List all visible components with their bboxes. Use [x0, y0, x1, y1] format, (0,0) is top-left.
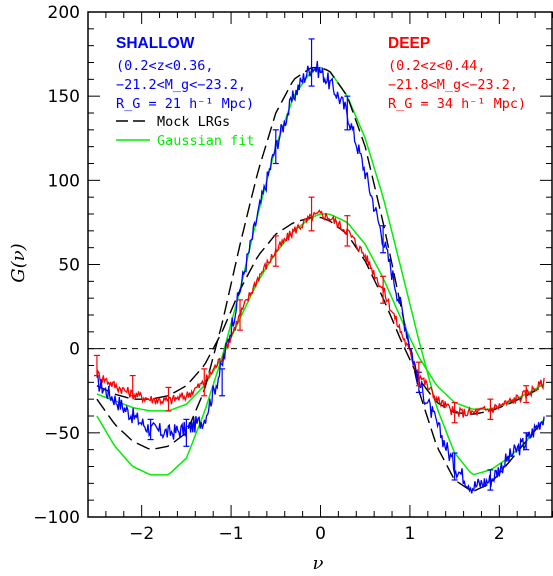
- series-line: [96, 213, 545, 412]
- deep-annotation-line: −21.8<M_g<−23.2,: [388, 77, 518, 93]
- y-axis-title: G(ν): [8, 243, 29, 282]
- series-line: [96, 216, 545, 415]
- x-axis-title: ν: [313, 553, 324, 574]
- shallow-annotation-line: (0.2<z<0.36,: [116, 58, 214, 74]
- series-group: [96, 61, 545, 494]
- deep-annotation-line: R_G = 34 h⁻¹ Mpc): [388, 96, 526, 112]
- x-tick-label: 1: [405, 524, 416, 544]
- y-tick-label: −100: [33, 508, 80, 528]
- axes-group: −2 −1 0 1 2 −100 −50 0 50 100 150 200: [33, 3, 553, 544]
- series-line: [96, 61, 545, 494]
- y-tick-label: 0: [69, 340, 80, 360]
- series-line: [96, 66, 545, 492]
- y-tick-label: −50: [44, 424, 80, 444]
- shallow-annotation-line: −21.2<M_g<−23.2,: [116, 77, 246, 93]
- error-bar-group: [93, 38, 530, 491]
- x-tick-label: −2: [129, 524, 154, 544]
- legend: Mock LRGs Gaussian fit: [116, 114, 255, 149]
- legend-label-gaussian-fit: Gaussian fit: [157, 133, 255, 149]
- deep-annotation-line: (0.2<z<0.44,: [388, 58, 486, 74]
- annotation-group: SHALLOW (0.2<z<0.36, −21.2<M_g<−23.2, R_…: [116, 35, 526, 112]
- shallow-annotation-title: SHALLOW: [116, 35, 195, 52]
- series-line: [96, 209, 545, 418]
- y-tick-label: 100: [48, 171, 80, 191]
- y-tick-label: 150: [48, 87, 80, 107]
- x-tick-label: 2: [494, 524, 505, 544]
- x-tick-label: −1: [219, 524, 244, 544]
- legend-label-mock-lrgs: Mock LRGs: [157, 114, 230, 130]
- series-line: [96, 66, 545, 476]
- x-tick-label: 0: [315, 524, 326, 544]
- y-tick-label: 200: [48, 3, 80, 23]
- shallow-annotation-line: R_G = 21 h⁻¹ Mpc): [116, 96, 254, 112]
- y-tick-label: 50: [58, 256, 80, 276]
- deep-annotation-title: DEEP: [388, 35, 430, 52]
